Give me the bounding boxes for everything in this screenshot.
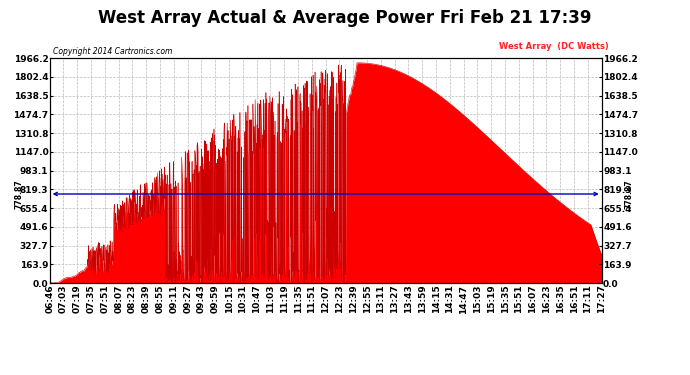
Text: Copyright 2014 Cartronics.com: Copyright 2014 Cartronics.com — [53, 47, 172, 56]
Text: West Array Actual & Average Power Fri Feb 21 17:39: West Array Actual & Average Power Fri Fe… — [98, 9, 592, 27]
Text: West Array  (DC Watts): West Array (DC Watts) — [500, 42, 609, 51]
Text: 778.87: 778.87 — [624, 179, 634, 209]
Text: Average  (DC Watts): Average (DC Watts) — [370, 42, 466, 51]
Text: 778.87: 778.87 — [14, 179, 24, 209]
